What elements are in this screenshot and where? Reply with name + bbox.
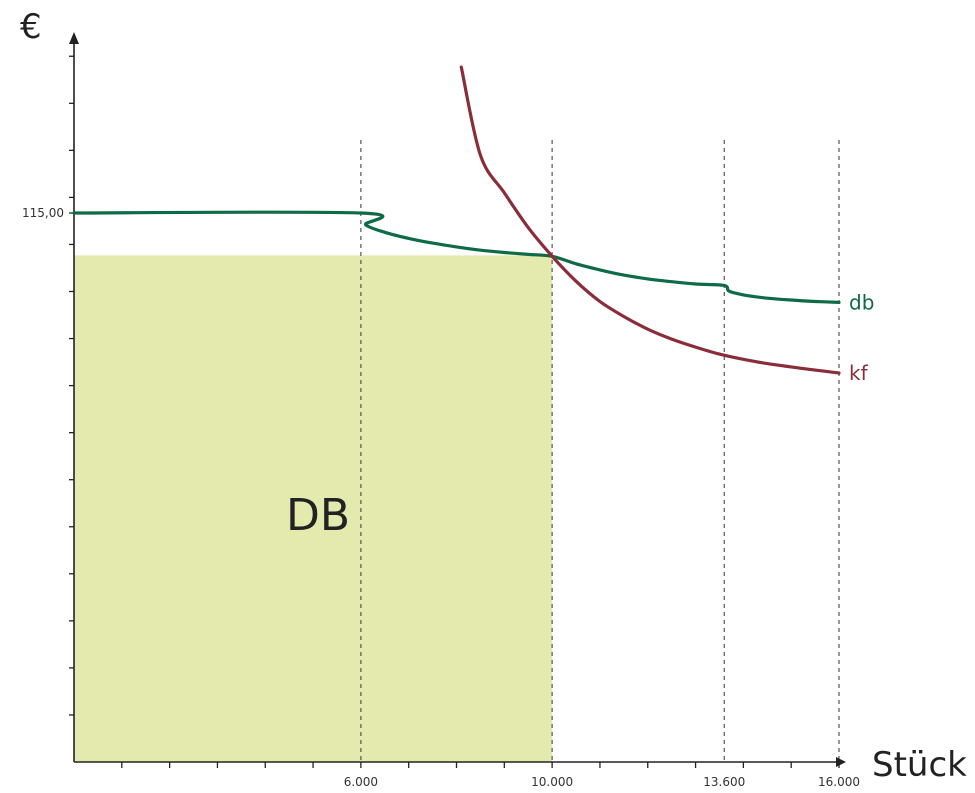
x-tick-label: 10.000 bbox=[531, 775, 573, 789]
shaded-area-label: DB bbox=[286, 490, 350, 541]
y-axis-arrow bbox=[69, 32, 79, 44]
series-lines: db kf bbox=[72, 65, 874, 385]
x-axis-title: Stück bbox=[872, 745, 967, 785]
x-tick-label: 16.000 bbox=[818, 775, 860, 789]
db-shaded-area bbox=[74, 255, 553, 762]
series-line-kf bbox=[459, 65, 841, 375]
labels: € Stück DB bbox=[20, 7, 967, 785]
y-tick-label: 115,00 bbox=[22, 206, 64, 220]
series-line-db bbox=[72, 210, 841, 304]
series-label-kf: kf bbox=[849, 361, 869, 385]
x-tick-label: 6.000 bbox=[344, 775, 378, 789]
series-label-db: db bbox=[849, 290, 874, 314]
shaded-area-layer bbox=[74, 255, 553, 762]
axis-ticks: 6.000 10.000 13.600 16.000 115,00 bbox=[22, 55, 860, 789]
x-axis-arrow bbox=[836, 757, 846, 767]
x-tick-label: 13.600 bbox=[703, 775, 745, 789]
y-axis-title: € bbox=[20, 7, 42, 47]
